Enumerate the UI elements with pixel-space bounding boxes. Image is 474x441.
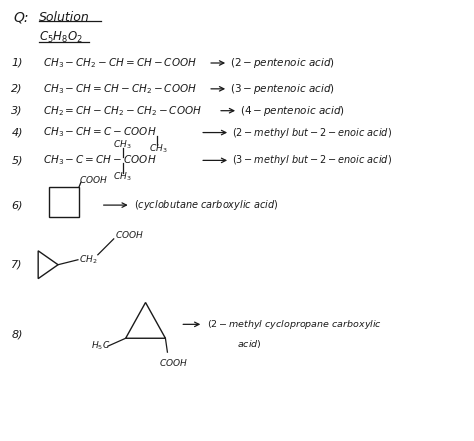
- Text: $CH_3-C=CH-COOH$: $CH_3-C=CH-COOH$: [43, 153, 157, 167]
- Text: $H_5C$: $H_5C$: [91, 340, 110, 352]
- Text: 4): 4): [11, 127, 23, 138]
- Text: $(cyclobutane\ carboxylic\ acid)$: $(cyclobutane\ carboxylic\ acid)$: [134, 198, 278, 212]
- Text: $CH_3$: $CH_3$: [113, 170, 131, 183]
- Bar: [49, 187, 79, 217]
- Text: 2): 2): [11, 84, 23, 94]
- Text: $CH_3-CH_2-CH=CH-COOH$: $CH_3-CH_2-CH=CH-COOH$: [43, 56, 197, 70]
- Text: $CH_3$: $CH_3$: [113, 138, 131, 151]
- Text: $CH_2$: $CH_2$: [79, 254, 97, 266]
- Text: $COOH$: $COOH$: [79, 174, 108, 185]
- Text: $(3-methyl\ but-2-enoic\ acid)$: $(3-methyl\ but-2-enoic\ acid)$: [232, 153, 392, 168]
- Text: $acid)$: $acid)$: [237, 338, 262, 350]
- Text: $CH_3-CH=C-COOH$: $CH_3-CH=C-COOH$: [43, 126, 157, 139]
- Text: $CH_2=CH-CH_2-CH_2-COOH$: $CH_2=CH-CH_2-CH_2-COOH$: [43, 104, 202, 118]
- Text: 6): 6): [11, 200, 23, 210]
- Text: $COOH$: $COOH$: [115, 229, 144, 240]
- Text: $(2-methyl\ but-2-enoic\ acid)$: $(2-methyl\ but-2-enoic\ acid)$: [232, 126, 392, 139]
- Text: $CH_3$: $CH_3$: [148, 142, 167, 155]
- Text: 5): 5): [11, 155, 23, 165]
- Text: $(3-pentenoic\ acid)$: $(3-pentenoic\ acid)$: [230, 82, 335, 96]
- Text: $(2-methyl\ cyclopropane\ carboxylic$: $(2-methyl\ cyclopropane\ carboxylic$: [207, 318, 382, 331]
- Text: $C_5H_8O_2$: $C_5H_8O_2$: [39, 30, 83, 45]
- Text: Solution: Solution: [39, 11, 90, 24]
- Text: 1): 1): [11, 58, 23, 68]
- Text: $COOH$: $COOH$: [159, 357, 189, 368]
- Text: 7): 7): [11, 260, 23, 270]
- Text: $CH_3-CH=CH-CH_2-COOH$: $CH_3-CH=CH-CH_2-COOH$: [43, 82, 197, 96]
- Text: 8): 8): [11, 329, 23, 339]
- Text: 3): 3): [11, 106, 23, 116]
- Text: Q:: Q:: [13, 10, 29, 24]
- Text: $(4-pentenoic\ acid)$: $(4-pentenoic\ acid)$: [240, 104, 345, 118]
- Text: $( 2-pentenoic\ acid)$: $( 2-pentenoic\ acid)$: [230, 56, 335, 70]
